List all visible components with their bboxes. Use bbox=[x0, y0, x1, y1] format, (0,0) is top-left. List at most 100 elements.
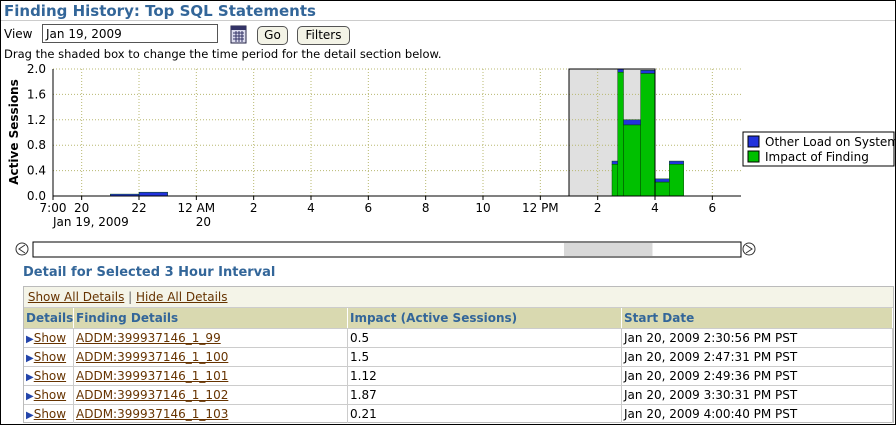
show-all-link[interactable]: Show All Details bbox=[27, 290, 125, 304]
cell-text: Jan 20, 2009 3:30:31 PM PST bbox=[624, 388, 798, 402]
cell-text: 1.12 bbox=[350, 369, 377, 383]
cell-text: Jan 20, 2009 4:00:40 PM PST bbox=[624, 407, 798, 421]
y-tick-label: 0.0 bbox=[27, 189, 46, 203]
legend-box bbox=[742, 131, 895, 167]
calendar-grid bbox=[233, 31, 244, 42]
separator: | bbox=[128, 290, 133, 304]
finding-link[interactable]: ADDM:399937146_1_100 bbox=[76, 350, 229, 364]
y-tick-label: 2.0 bbox=[27, 62, 46, 76]
show-link[interactable]: Show bbox=[33, 331, 67, 345]
view-label: View bbox=[4, 27, 33, 41]
x-tick-label: 20 bbox=[74, 201, 89, 215]
cell-text: Jan 20, 2009 2:49:36 PM PST bbox=[624, 369, 798, 383]
cell-text: Jan 20, 2009 2:47:31 PM PST bbox=[624, 350, 798, 364]
scroll-arrow-circle bbox=[15, 242, 29, 256]
scroll-arrow[interactable] bbox=[742, 242, 756, 256]
cell-text: Jan 20, 2009 2:30:56 PM PST bbox=[624, 331, 798, 345]
column-header: Finding Details bbox=[74, 308, 348, 328]
x-tick-label: 22 bbox=[131, 201, 146, 215]
y-tick-label: 0.8 bbox=[27, 138, 46, 152]
table-cell: ADDM:399937146_1_103 bbox=[74, 404, 348, 423]
filters-button[interactable]: Filters bbox=[297, 26, 350, 45]
table-cell: Jan 20, 2009 2:30:56 PM PST bbox=[622, 328, 893, 347]
detail-heading: Detail for Selected 3 Hour Interval bbox=[23, 265, 276, 280]
finding-link[interactable]: ADDM:399937146_1_99 bbox=[76, 331, 221, 345]
go-button[interactable]: Go bbox=[257, 26, 288, 45]
table-toolbar: Show All Details | Hide All Details bbox=[24, 287, 893, 308]
table-cell: ADDM:399937146_1_100 bbox=[74, 347, 348, 366]
x-tick-label: 4 bbox=[651, 201, 659, 215]
table-cell: ADDM:399937146_1_99 bbox=[74, 328, 348, 347]
legend-label: Impact of Finding bbox=[765, 150, 869, 164]
disclosure-icon[interactable]: ▶ bbox=[26, 391, 34, 402]
table-cell: ▶Show bbox=[24, 328, 74, 347]
area-segment bbox=[669, 164, 684, 197]
table-cell: ▶Show bbox=[24, 366, 74, 385]
show-link[interactable]: Show bbox=[33, 369, 67, 383]
x-tick-label: 6 bbox=[709, 201, 717, 215]
disclosure-icon[interactable]: ▶ bbox=[26, 334, 34, 345]
date-input[interactable]: Jan 19, 2009 bbox=[42, 24, 218, 43]
area-segment bbox=[640, 73, 656, 197]
area-segment bbox=[640, 70, 656, 74]
cell-text: 0.5 bbox=[350, 331, 370, 345]
chart[interactable]: Active Sessions 0.0 0.4 0.8 1.2 1.6 2.0 7:00 20… bbox=[1, 61, 895, 261]
table-cell: Jan 20, 2009 2:49:36 PM PST bbox=[622, 366, 893, 385]
table-cell: ▶Show bbox=[24, 404, 74, 423]
x-tick-label: 8 bbox=[422, 201, 430, 215]
table-cell: Jan 20, 2009 4:00:40 PM PST bbox=[622, 404, 893, 423]
disclosure-icon[interactable]: ▶ bbox=[26, 353, 34, 364]
y-tick-label: 0.4 bbox=[27, 164, 46, 178]
finding-link[interactable]: ADDM:399937146_1_101 bbox=[76, 369, 229, 383]
area-segment bbox=[611, 164, 618, 197]
title-rule bbox=[1, 20, 895, 21]
x-tick-label: 12 PM bbox=[522, 201, 559, 215]
area-segment bbox=[623, 119, 641, 126]
finding-link[interactable]: ADDM:399937146_1_102 bbox=[76, 388, 229, 402]
instruction: Drag the shaded box to change the time p… bbox=[4, 47, 442, 61]
x-tick-label: 4 bbox=[307, 201, 315, 215]
table-cell: 1.87 bbox=[348, 385, 622, 404]
x-tick-label: 12 AM bbox=[178, 201, 216, 215]
cell-text: 1.5 bbox=[350, 350, 370, 364]
cell-text: 1.87 bbox=[350, 388, 377, 402]
x-tick-label: 6 bbox=[365, 201, 373, 215]
column-header: Details bbox=[24, 308, 74, 328]
table-cell: 0.5 bbox=[348, 328, 622, 347]
y-tick-label: 1.6 bbox=[27, 87, 46, 101]
table-cell: 1.12 bbox=[348, 366, 622, 385]
calendar-icon[interactable] bbox=[230, 24, 247, 44]
area-segment bbox=[654, 178, 670, 183]
area-segment bbox=[617, 71, 624, 197]
legend-swatch bbox=[747, 135, 760, 148]
finding-link[interactable]: ADDM:399937146_1_103 bbox=[76, 407, 229, 421]
page-title: Finding History: Top SQL Statements bbox=[4, 2, 316, 20]
show-link[interactable]: Show bbox=[33, 350, 67, 364]
table-cell: ADDM:399937146_1_101 bbox=[74, 366, 348, 385]
cell-text: 0.21 bbox=[350, 407, 377, 421]
scroll-arrow-chevron bbox=[18, 244, 26, 254]
x-tick-label: 7:00 bbox=[40, 201, 67, 215]
area-segment bbox=[669, 160, 684, 165]
x-tick-label: 2 bbox=[594, 201, 602, 215]
scroll-arrow-circle bbox=[742, 242, 756, 256]
scroll-thumb[interactable] bbox=[564, 243, 653, 256]
disclosure-icon[interactable]: ▶ bbox=[26, 410, 34, 421]
show-link[interactable]: Show bbox=[33, 407, 67, 421]
scroll-arrow-chevron bbox=[745, 244, 753, 254]
table-cell: ADDM:399937146_1_102 bbox=[74, 385, 348, 404]
hide-all-link[interactable]: Hide All Details bbox=[136, 290, 228, 304]
table-cell: 1.5 bbox=[348, 347, 622, 366]
legend-label: Other Load on System bbox=[765, 135, 895, 149]
detail-table: Show All Details | Hide All Details Deta… bbox=[23, 286, 894, 423]
column-header: Impact (Active Sessions) bbox=[348, 308, 622, 328]
show-link[interactable]: Show bbox=[33, 388, 67, 402]
disclosure-icon[interactable]: ▶ bbox=[26, 372, 34, 383]
y-tick-label: 1.2 bbox=[27, 113, 46, 127]
selection-border bbox=[568, 68, 656, 197]
scroll-arrow[interactable] bbox=[15, 242, 29, 256]
area-segment bbox=[623, 124, 641, 197]
x-tick-label: 10 bbox=[475, 201, 490, 215]
table-cell: 0.21 bbox=[348, 404, 622, 423]
